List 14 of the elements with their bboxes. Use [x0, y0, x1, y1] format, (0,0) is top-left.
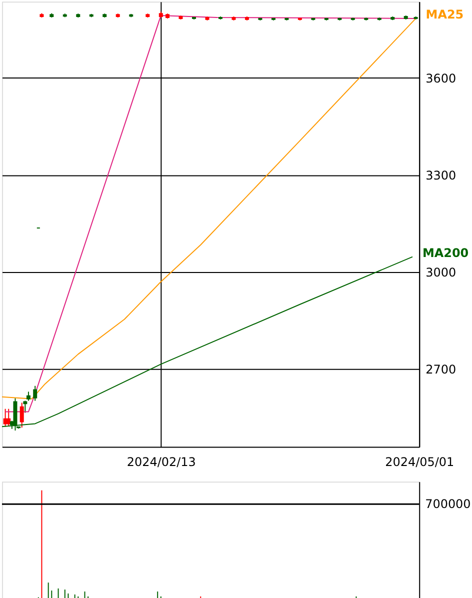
x-tick-label: 2024/02/13: [126, 455, 196, 470]
y-tick-label: 3000: [426, 266, 456, 280]
series-label: MA200: [422, 246, 469, 260]
candlestick: [33, 385, 38, 402]
candlestick: [20, 402, 24, 428]
candlestick: [26, 391, 30, 402]
series-label: MA25: [426, 7, 464, 22]
x-tick-label: 2024/05/01: [385, 455, 454, 470]
y-tick-label: 2700: [426, 362, 456, 377]
candlestick: [6, 408, 11, 426]
y-tick-label: 3300: [426, 168, 456, 182]
y-tick-label: 3600: [426, 71, 456, 86]
line-series: [2, 256, 413, 428]
text: 700000: [425, 497, 471, 512]
